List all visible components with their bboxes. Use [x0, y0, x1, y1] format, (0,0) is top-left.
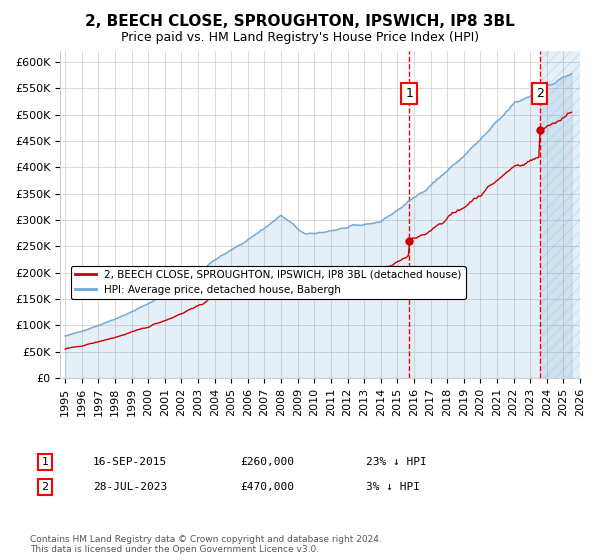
- Text: £260,000: £260,000: [240, 457, 294, 467]
- Text: Price paid vs. HM Land Registry's House Price Index (HPI): Price paid vs. HM Land Registry's House …: [121, 31, 479, 44]
- Text: 23% ↓ HPI: 23% ↓ HPI: [366, 457, 427, 467]
- Text: Contains HM Land Registry data © Crown copyright and database right 2024.
This d: Contains HM Land Registry data © Crown c…: [30, 535, 382, 554]
- Text: 16-SEP-2015: 16-SEP-2015: [93, 457, 167, 467]
- Bar: [539, 52, 580, 378]
- Text: £470,000: £470,000: [240, 482, 294, 492]
- Text: 2: 2: [41, 482, 49, 492]
- Text: 1: 1: [41, 457, 49, 467]
- Text: 2, BEECH CLOSE, SPROUGHTON, IPSWICH, IP8 3BL: 2, BEECH CLOSE, SPROUGHTON, IPSWICH, IP8…: [85, 14, 515, 29]
- Text: 2: 2: [536, 87, 544, 100]
- Text: 3% ↓ HPI: 3% ↓ HPI: [366, 482, 420, 492]
- Legend: 2, BEECH CLOSE, SPROUGHTON, IPSWICH, IP8 3BL (detached house), HPI: Average pric: 2, BEECH CLOSE, SPROUGHTON, IPSWICH, IP8…: [71, 265, 466, 299]
- Text: 1: 1: [405, 87, 413, 100]
- Text: 28-JUL-2023: 28-JUL-2023: [93, 482, 167, 492]
